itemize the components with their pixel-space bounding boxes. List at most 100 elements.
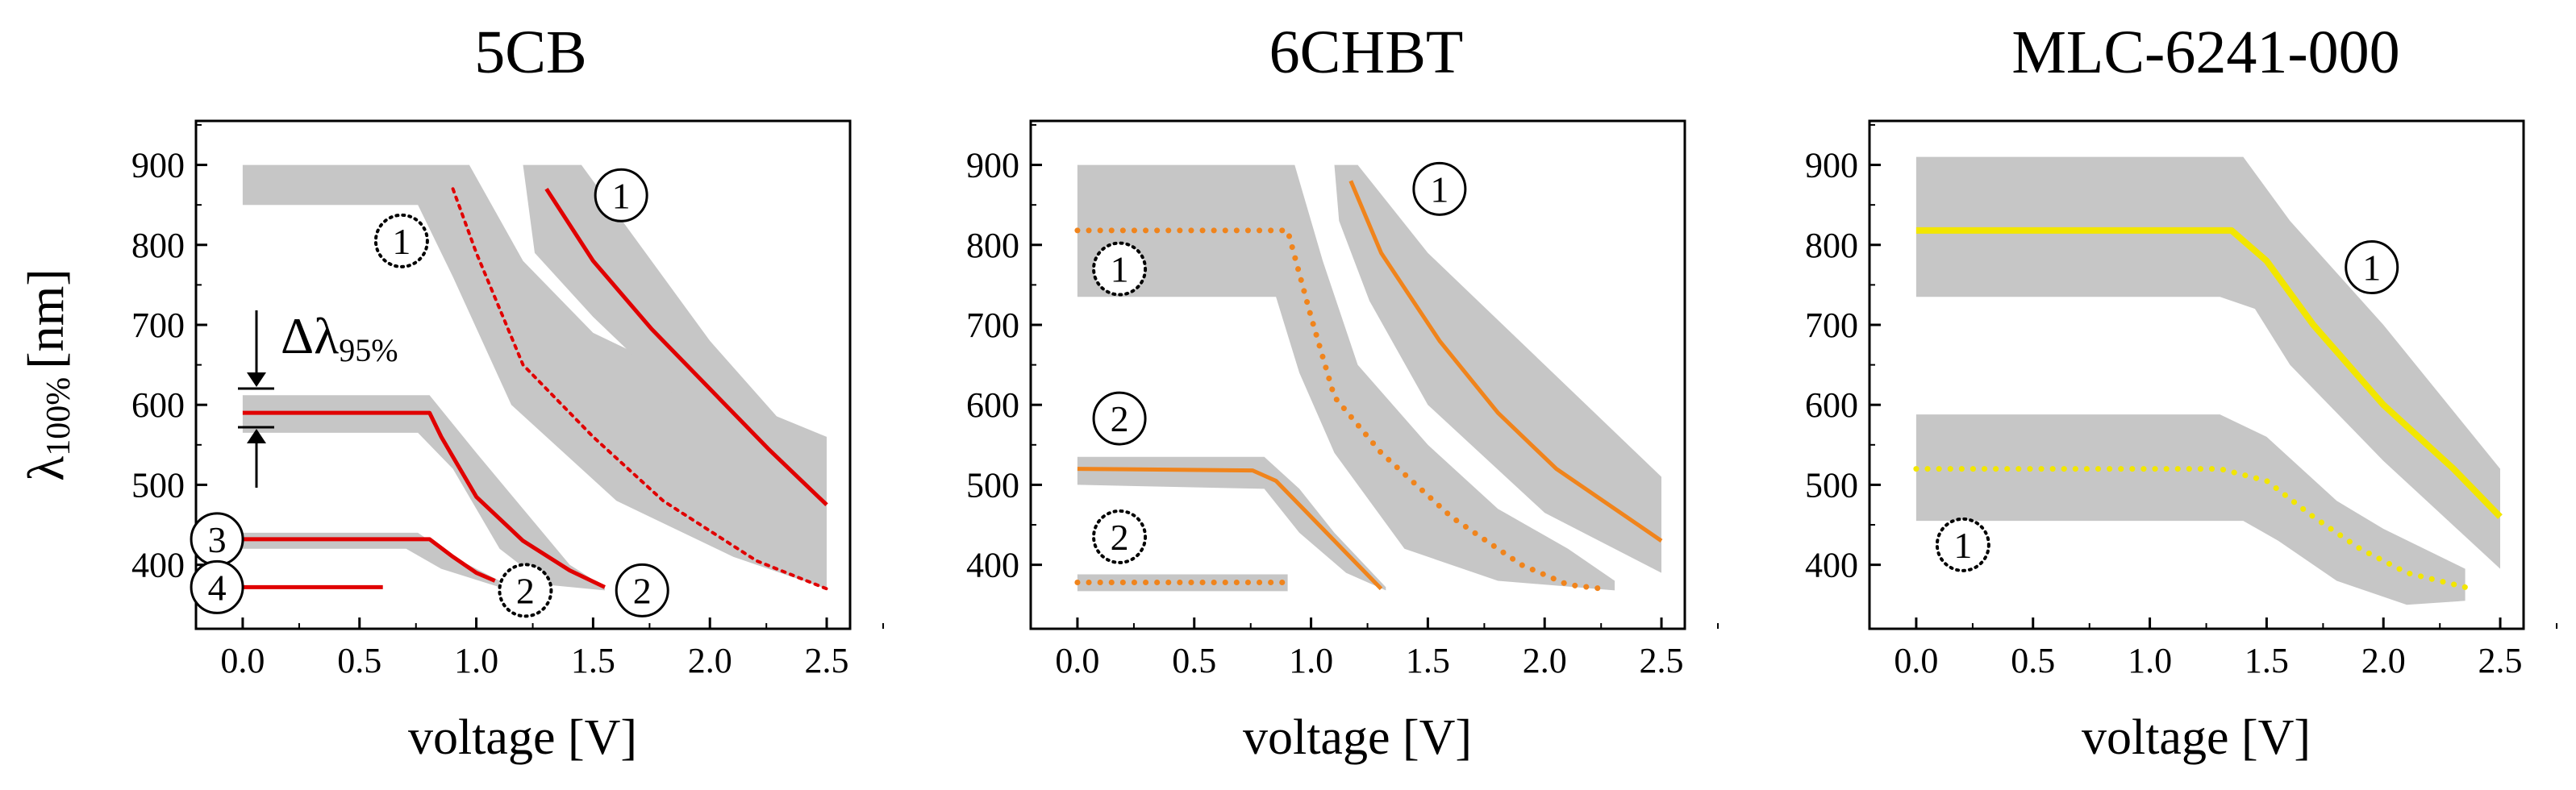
- panel-6chbt: 6CHBT 0.0 0.5 1.0 1.5 2.0 2.5 400 500 600 700 800 9…: [966, 19, 1719, 765]
- delta-lambda-label: Δλ95%: [281, 307, 398, 368]
- panel-title: 6CHBT: [1269, 19, 1464, 86]
- plot-frame: [1029, 119, 1686, 630]
- series-line-1: [1074, 227, 1607, 592]
- panel-5cb: 5CB 0.0 0.5 1.0 1.5 2.0 2.5 400 500 600 700 800 900…: [17, 19, 885, 765]
- uncertainty-band-1: [1915, 156, 2500, 569]
- annotation-label: 1: [1111, 249, 1129, 290]
- data-series: [1913, 227, 2503, 590]
- y-axis-label-main: λ: [17, 456, 74, 481]
- annotation-label: 1: [1953, 525, 1972, 566]
- uncertainty-band-2: [1334, 164, 1661, 573]
- uncertainty-band-4: [242, 532, 500, 588]
- uncertainty-bands: [1915, 156, 2500, 605]
- y-tick-label: 800: [131, 226, 185, 265]
- x-tick-label: 1.0: [1289, 641, 1333, 680]
- annotation-label: 3: [208, 519, 227, 560]
- x-tick-label: 2.5: [1640, 641, 1684, 680]
- plot-frame: [194, 119, 852, 630]
- x-axis-label: voltage [V]: [1243, 710, 1472, 765]
- panel-title: MLC-6241-000: [2011, 19, 2399, 86]
- y-tick-label: 500: [966, 465, 1019, 505]
- panel-mlc-6241-000: MLC-6241-000 0.0 0.5 1.0 1.5 2.0 2.5 400 500 600…: [1805, 19, 2558, 765]
- y-tick-label: 700: [966, 306, 1019, 345]
- uncertainty-bands: [1077, 164, 1661, 592]
- annotation-circle: [1092, 241, 1148, 297]
- y-tick-label: 400: [1805, 546, 1858, 585]
- x-tick-label: 1.5: [1406, 641, 1450, 680]
- annotation-label: 1: [392, 221, 411, 262]
- series-line-3: [1077, 467, 1383, 591]
- y-tick-label: 500: [1805, 465, 1858, 505]
- annotation-circle: [1092, 391, 1147, 446]
- annotation-circle: [190, 559, 244, 614]
- y-axis-label-subscript: 100%: [40, 377, 77, 456]
- series-line-2: [544, 187, 828, 507]
- data-series: [242, 187, 828, 591]
- x-tick-label: 1.5: [2245, 641, 2289, 680]
- x-tick-label: 2.0: [1523, 641, 1567, 680]
- x-tick-label: 0.5: [2011, 641, 2055, 680]
- x-tick-label: 2.5: [805, 641, 849, 680]
- annotation-circle: [1092, 509, 1148, 564]
- y-tick-label: 400: [131, 546, 185, 585]
- annotations: 1 1 2 2: [1092, 161, 1467, 564]
- uncertainty-band-2: [523, 164, 827, 533]
- y-axis-label: λ100% [nm]: [17, 268, 77, 480]
- annotation-label: 4: [208, 567, 227, 608]
- annotation-circle: [594, 168, 648, 222]
- delta-lambda-symbol: Δλ: [281, 307, 339, 364]
- annotation-label: 2: [1111, 398, 1129, 439]
- y-axis-label-unit: [nm]: [17, 268, 74, 368]
- y-tick-label: 900: [1805, 146, 1858, 185]
- y-tick-label: 900: [966, 146, 1019, 185]
- y-tick-label: 400: [966, 546, 1019, 585]
- x-tick-label: 0.5: [1172, 641, 1216, 680]
- annotation-circle: [1935, 517, 1990, 572]
- x-tick-label: 0.5: [337, 641, 381, 680]
- uncertainty-band-3: [242, 395, 605, 591]
- delta-lambda-marker: [238, 310, 274, 488]
- series-line-2: [1348, 180, 1663, 543]
- uncertainty-band-1: [1077, 164, 1615, 591]
- axis-ticks: 0.0 0.5 1.0 1.5 2.0 2.5 400 500 600 700 800 900: [131, 123, 885, 680]
- x-axis-label: voltage [V]: [408, 710, 637, 765]
- x-tick-label: 2.0: [2361, 641, 2406, 680]
- axis-ticks: 0.0 0.5 1.0 1.5 2.0 2.5 400 500 600 700 800 900: [1805, 123, 2558, 680]
- plot-frame: [1868, 119, 2525, 630]
- annotation-label: 2: [1111, 517, 1129, 558]
- series-line-2: [1913, 466, 2469, 590]
- annotation-label: 2: [516, 570, 535, 611]
- x-tick-label: 1.0: [2128, 641, 2172, 680]
- data-series: [1074, 180, 1663, 592]
- y-tick-label: 700: [1805, 306, 1858, 345]
- y-tick-label: 700: [131, 306, 185, 345]
- x-tick-label: 1.0: [454, 641, 498, 680]
- y-tick-label: 500: [131, 465, 185, 505]
- y-tick-label: 600: [131, 385, 185, 425]
- uncertainty-band-2: [1915, 414, 2466, 605]
- x-tick-label: 0.0: [220, 641, 265, 680]
- y-tick-label: 600: [966, 385, 1019, 425]
- panel-title: 5CB: [474, 19, 586, 86]
- annotation-label: 1: [1430, 168, 1448, 210]
- x-tick-label: 0.0: [1894, 641, 1938, 680]
- series-line-4: [242, 537, 496, 583]
- x-axis-label: voltage [V]: [2082, 710, 2311, 765]
- annotations: 11: [1935, 240, 2399, 572]
- annotation-circle: [615, 563, 669, 617]
- annotation-circle: [373, 213, 429, 268]
- annotations: 1 1 2 2 3 4: [190, 168, 669, 618]
- annotation-circle: [498, 563, 553, 618]
- annotation-label: 1: [2362, 247, 2381, 289]
- series-line-3: [451, 187, 828, 591]
- y-tick-label: 800: [966, 226, 1019, 265]
- x-tick-label: 0.0: [1055, 641, 1099, 680]
- y-tick-label: 800: [1805, 226, 1858, 265]
- series-line-1: [242, 410, 606, 589]
- annotation-label: 1: [612, 175, 631, 216]
- annotation-circle: [1412, 161, 1467, 216]
- x-tick-label: 2.0: [688, 641, 732, 680]
- y-tick-label: 600: [1805, 385, 1858, 425]
- annotation-circle: [2345, 240, 2399, 295]
